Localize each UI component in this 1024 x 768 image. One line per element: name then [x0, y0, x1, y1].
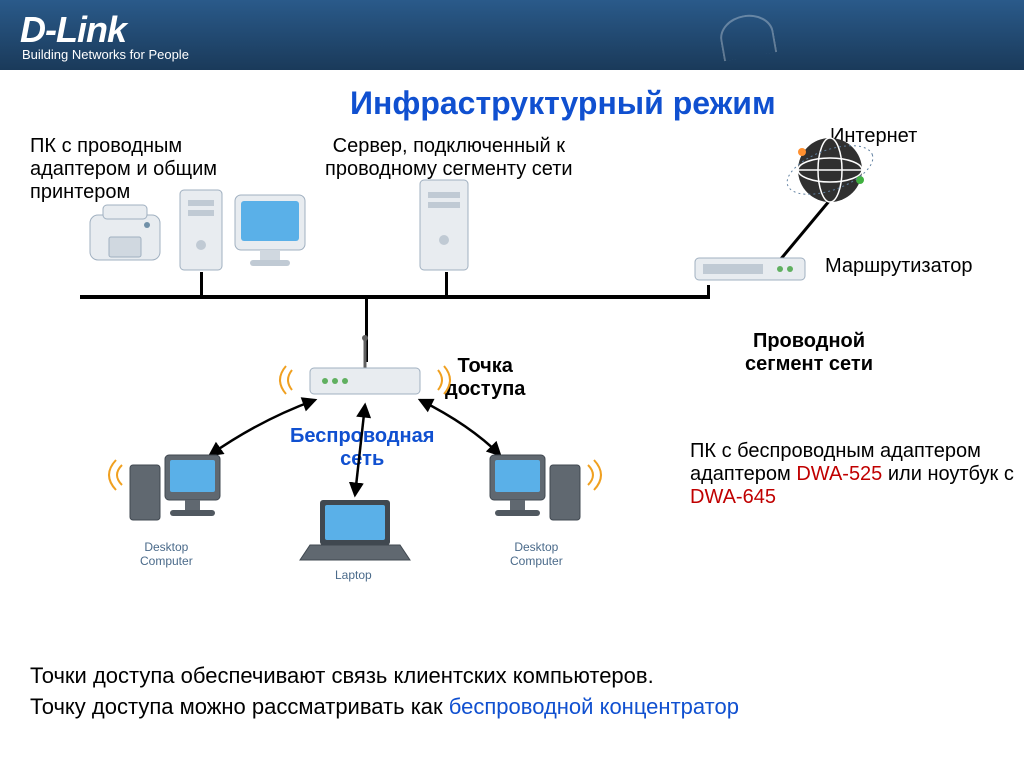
- network-diagram: [0, 0, 1024, 680]
- device-label-desktop2: DesktopComputer: [510, 540, 563, 568]
- device-label-desktop1: DesktopComputer: [140, 540, 193, 568]
- device-label-laptop: Laptop: [335, 568, 372, 582]
- footer-text: Точки доступа обеспечивают связь клиентс…: [30, 661, 739, 723]
